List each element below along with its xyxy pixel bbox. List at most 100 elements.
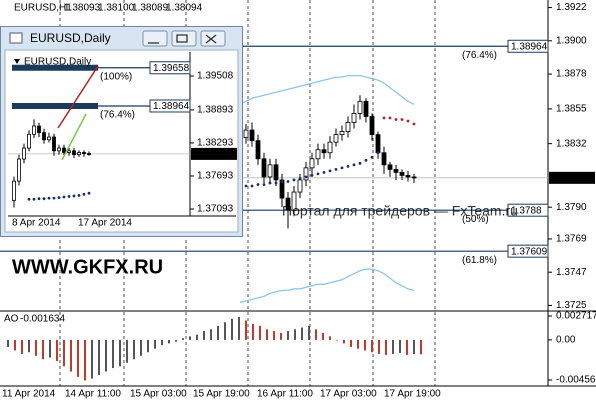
ao-bar (196, 334, 198, 340)
portal-watermark: Портал для трейдеров — FxTeam.ru (282, 203, 518, 219)
ma-dot (352, 163, 356, 167)
ao-bar (91, 339, 93, 379)
ao-bar (14, 339, 16, 351)
ao-bar (336, 339, 338, 341)
ao-bar (56, 339, 58, 362)
ao-bar (238, 317, 240, 340)
ma-dot (316, 172, 320, 176)
ma-dot (62, 195, 66, 199)
ao-bar (161, 339, 163, 346)
ma-dot (77, 193, 81, 197)
fibo-price-box (507, 39, 549, 53)
button-glyph (176, 34, 188, 43)
y-tick-label: 0.002717 (556, 311, 596, 322)
candle-body (345, 122, 351, 132)
window-title: EURUSD,Daily (30, 31, 111, 45)
ao-bar (231, 318, 233, 340)
x-tick-label: 15 Apr 03:00 (130, 389, 187, 400)
ma-dot (274, 181, 278, 185)
window-button[interactable] (142, 30, 168, 47)
candle-body (37, 125, 41, 134)
ma-dot (244, 184, 248, 188)
ao-bar (315, 329, 317, 340)
ma-dot (250, 184, 254, 188)
ao-bar (21, 339, 23, 354)
ma-dot (262, 183, 266, 186)
ma-dot (286, 180, 290, 183)
ao-bar (259, 325, 261, 340)
ma-dot (376, 151, 380, 155)
y-tick-label: 1.3790 (556, 202, 587, 213)
sar-dot (406, 119, 410, 123)
x-tick-label: 11 Apr 2014 (2, 389, 56, 400)
candle-body (72, 150, 76, 156)
ao-bar (168, 339, 170, 344)
fibo-price-box (149, 99, 191, 113)
candle-body (315, 149, 321, 160)
ao-bar (203, 331, 205, 340)
candle-body (82, 152, 86, 154)
sar-dot (400, 118, 404, 121)
candle-body (17, 158, 21, 182)
ma-dot (304, 175, 308, 179)
candle-body (357, 100, 363, 114)
ao-bar (420, 339, 422, 355)
ao-bar (399, 339, 401, 354)
candle-body (261, 158, 267, 178)
chart-title: EURUSD,H1 (14, 3, 72, 14)
ao-bar (245, 320, 247, 340)
ma-dot (340, 166, 344, 170)
last-price: 1.38094 (197, 149, 234, 160)
ao-bar (63, 339, 65, 367)
candle-body (375, 134, 381, 154)
ao-bar (77, 339, 79, 377)
y-tick-label: 1.3747 (556, 267, 587, 278)
y-tick-label: 0.00 (556, 335, 576, 346)
candle-body (321, 149, 327, 154)
x-tick-label: 17 Apr 2014 (78, 218, 132, 229)
ohlc-value: 1.38093 (64, 3, 101, 14)
indicator-value: -0.001634 (20, 314, 65, 325)
fibo-price-box (507, 203, 549, 217)
ao-bar (385, 339, 387, 355)
ao-bar (224, 322, 226, 340)
ma-dot (370, 155, 374, 159)
ma-dot (72, 194, 76, 198)
fibo-price: 1.3788 (511, 205, 542, 216)
ao-bar (105, 339, 107, 372)
x-tick-label: 17 Apr 03:00 (320, 389, 377, 400)
y-tick-label: 1.3922 (556, 2, 587, 13)
ao-bar (70, 339, 72, 372)
ao-bar (210, 329, 212, 340)
sar-dot (394, 118, 398, 121)
candle-body (47, 136, 51, 141)
y-tick-label: 1.37093 (197, 204, 234, 215)
ma-dot (42, 197, 46, 201)
ma-dot (57, 196, 61, 200)
ao-bar (364, 339, 366, 351)
window-button[interactable] (171, 30, 197, 47)
window-button[interactable] (200, 30, 226, 47)
candle-body (285, 197, 291, 211)
candle-body (411, 176, 417, 179)
inset-window: EURUSD,Daily (100%) 1.39658 (76.4%) 1.38964 1… (0, 26, 243, 237)
broker-watermark: WWW.GKFX.RU (12, 256, 163, 278)
candle-body (42, 132, 46, 141)
fibo-level: (76.4%) (462, 50, 497, 61)
fibo-level: (100%) (100, 71, 132, 82)
ao-bar (182, 338, 184, 340)
candle-body (243, 129, 249, 139)
y-tick-label: -0.004561 (556, 375, 596, 386)
last-price-box (191, 147, 237, 160)
candle-body (291, 191, 297, 211)
ma-dot (358, 161, 362, 165)
ao-bar (280, 332, 282, 340)
candle-body (339, 131, 345, 135)
ohlc-value: 1.38089 (132, 3, 169, 14)
ma-dot (256, 183, 260, 186)
ma-dot (268, 181, 272, 185)
candle-body (62, 147, 66, 153)
ao-bar (329, 336, 331, 340)
y-tick-label: 1.3900 (556, 35, 587, 46)
ao-bar (371, 339, 373, 353)
